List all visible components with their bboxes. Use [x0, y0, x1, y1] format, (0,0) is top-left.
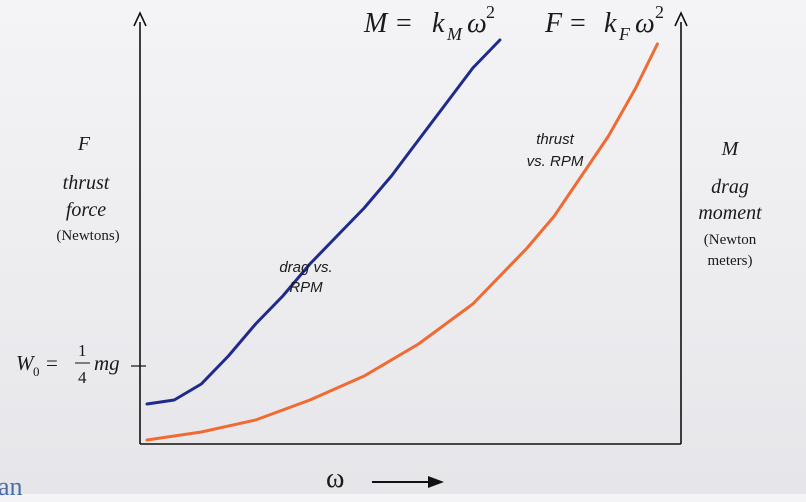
series-label-drag: drag vs. RPM: [279, 259, 332, 296]
svg-text:0: 0: [33, 364, 40, 379]
svg-text:thrust: thrust: [536, 131, 574, 148]
svg-text:4: 4: [78, 368, 87, 387]
svg-text:mg: mg: [94, 351, 120, 375]
left-y-axis-arrow-icon: [133, 11, 147, 27]
x-axis-label-arrowhead-icon: [428, 476, 444, 488]
y-tick-label: W 0 = 1 4 mg: [16, 341, 120, 387]
left-y-axis-label: F thrust force (Newtons): [56, 133, 119, 244]
svg-text:force: force: [66, 199, 106, 221]
svg-text:RPM: RPM: [289, 279, 323, 296]
svg-text:1: 1: [78, 341, 87, 360]
series-line-thrust: [145, 42, 659, 442]
svg-text:W: W: [16, 351, 36, 375]
svg-text:M: M: [363, 8, 389, 39]
series-label-thrust: thrust vs. RPM: [527, 131, 584, 170]
svg-text:2: 2: [655, 2, 664, 22]
svg-text:F: F: [544, 8, 563, 39]
formula-moment: M = k M ω 2: [363, 2, 495, 44]
svg-text:M: M: [721, 138, 740, 160]
svg-text:thrust: thrust: [63, 172, 110, 194]
right-y-axis-label: M drag moment (Newton meters): [698, 138, 762, 269]
svg-text:2: 2: [486, 2, 495, 22]
svg-text:moment: moment: [698, 202, 762, 224]
series-line-drag: [145, 38, 502, 406]
formula-force: F = k F ω 2: [544, 2, 664, 44]
svg-text:=: =: [570, 8, 586, 39]
svg-text:meters): meters): [708, 253, 753, 269]
svg-text:drag: drag: [711, 176, 749, 198]
svg-text:M: M: [446, 24, 463, 44]
svg-text:k: k: [604, 8, 617, 39]
svg-text:k: k: [432, 8, 445, 39]
svg-text:ω: ω: [326, 463, 344, 494]
svg-text:(Newtons): (Newtons): [56, 228, 119, 244]
svg-text:vs. RPM: vs. RPM: [527, 153, 584, 170]
svg-text:ω: ω: [467, 8, 487, 39]
svg-text:F: F: [77, 133, 91, 155]
svg-text:=: =: [396, 8, 412, 39]
x-axis-label: ω: [326, 463, 344, 494]
edge-cropped-text: an: [0, 472, 23, 501]
svg-text:drag vs.: drag vs.: [279, 259, 332, 276]
svg-text:F: F: [618, 24, 631, 44]
right-y-axis-arrow-icon: [674, 11, 688, 27]
svg-text:(Newton: (Newton: [704, 232, 757, 248]
svg-text:ω: ω: [635, 8, 655, 39]
svg-text:=: =: [46, 351, 58, 375]
